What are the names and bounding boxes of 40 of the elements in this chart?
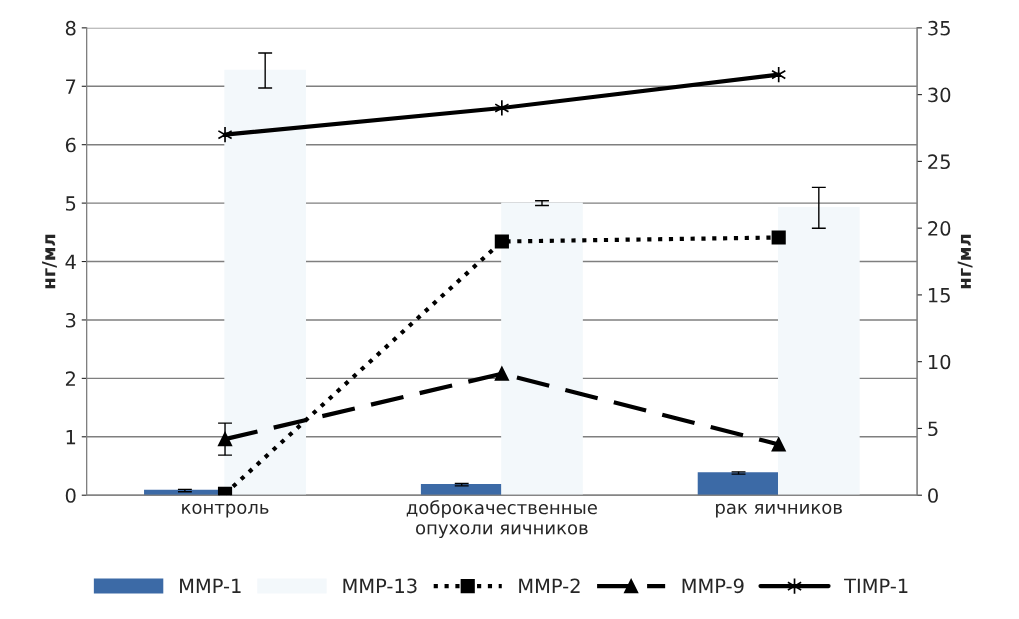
y-tick-label: 7 (66, 79, 76, 94)
legend-label: MMP-9 (682, 578, 744, 594)
point (217, 126, 233, 144)
bar (777, 207, 860, 496)
x-tick-label: контроль (182, 503, 269, 518)
point (771, 437, 786, 452)
y2-tick-label: 0 (928, 488, 938, 503)
y2-tick-label: 35 (928, 20, 950, 36)
legend-label: TIMP-1 (844, 578, 908, 593)
y-tick-label: 8 (65, 20, 76, 36)
legend-label: MMP-2 (519, 578, 580, 593)
y-axis-title: нг/мл (42, 234, 57, 289)
y2-tick-label: 5 (928, 421, 938, 437)
point (217, 432, 233, 447)
legend-label: MMP-1 (180, 578, 241, 593)
y2-tick-label: 10 (928, 354, 951, 370)
y-tick-label: 0 (65, 488, 76, 503)
y-tick-label: 2 (65, 371, 75, 386)
point (771, 230, 786, 245)
point (771, 66, 787, 84)
y2-tick-label: 15 (928, 288, 950, 303)
point (494, 366, 509, 381)
legend-label: MMP-13 (343, 578, 417, 594)
y-tick-label: 4 (65, 254, 76, 269)
x-tick-label: рак яичников (716, 503, 842, 518)
x-tick-label: доброкачественные опухоли яичников (406, 500, 597, 539)
y-tick-label: 3 (66, 312, 76, 328)
y-tick-label: 1 (66, 429, 76, 445)
bar (224, 69, 307, 496)
point (494, 234, 509, 249)
point (494, 99, 510, 117)
y2-tick-label: 25 (928, 154, 950, 170)
bar (420, 483, 503, 496)
y2-tick-label: 20 (928, 221, 951, 236)
y-tick-label: 6 (65, 137, 76, 153)
y2-tick-label: 30 (928, 87, 951, 103)
y-tick-label: 5 (66, 196, 76, 211)
bar (501, 202, 583, 496)
bar (697, 472, 780, 496)
y2-axis-title: нг/мл (957, 234, 973, 289)
